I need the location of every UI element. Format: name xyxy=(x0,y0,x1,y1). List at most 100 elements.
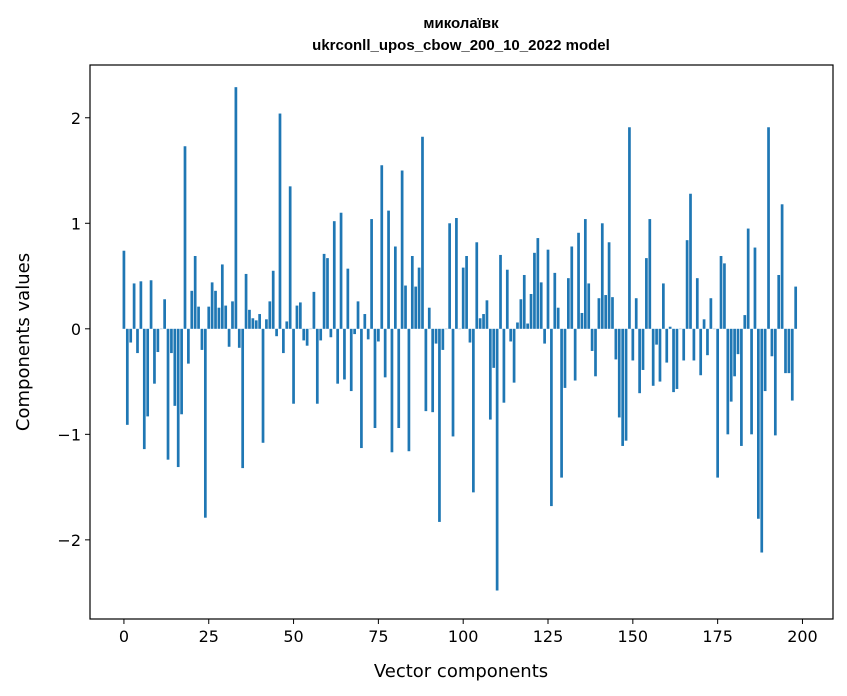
bar xyxy=(468,328,472,343)
bar xyxy=(736,328,740,355)
bar xyxy=(417,267,421,329)
bar xyxy=(658,328,662,382)
bar xyxy=(241,328,245,469)
bar xyxy=(393,246,397,329)
bar xyxy=(590,328,594,351)
bar xyxy=(573,328,577,381)
bar xyxy=(234,87,238,329)
bar xyxy=(312,291,316,329)
bar xyxy=(261,328,265,443)
bar xyxy=(668,326,672,329)
bar xyxy=(122,250,126,329)
bar xyxy=(556,307,560,329)
plot-frame xyxy=(89,64,834,620)
bar xyxy=(166,328,170,460)
x-tick-label: 75 xyxy=(368,627,388,646)
bar xyxy=(743,315,747,329)
bar xyxy=(360,328,363,449)
bar xyxy=(142,328,146,450)
bar xyxy=(495,328,499,591)
bar xyxy=(380,165,384,329)
x-tick-label: 175 xyxy=(702,627,733,646)
bar xyxy=(461,267,465,329)
bar xyxy=(706,328,709,356)
bar xyxy=(383,328,387,378)
bar xyxy=(560,328,563,478)
bar xyxy=(662,283,665,329)
y-tick-label: 1 xyxy=(71,214,81,233)
bar xyxy=(509,328,513,342)
bar xyxy=(594,328,597,377)
bar xyxy=(455,218,458,329)
bar xyxy=(784,328,787,374)
bar xyxy=(207,306,211,329)
bar xyxy=(268,301,272,329)
bar xyxy=(695,278,699,329)
x-axis-label: Vector components xyxy=(374,661,548,682)
bar xyxy=(750,328,753,435)
bar xyxy=(628,127,631,329)
bar xyxy=(397,328,401,428)
chart-title: миколаївк xyxy=(423,15,499,32)
bar xyxy=(200,328,204,350)
bar xyxy=(332,221,336,329)
x-tick-label: 0 xyxy=(119,627,129,646)
bar xyxy=(387,210,390,329)
bar xyxy=(414,286,418,329)
bar xyxy=(533,252,536,329)
bar xyxy=(173,328,177,406)
bar xyxy=(434,328,438,344)
x-tick-label: 150 xyxy=(618,627,649,646)
chart-subtitle: ukrconll_upos_cbow_200_10_2022 model xyxy=(312,37,610,54)
bar xyxy=(794,286,798,329)
bar xyxy=(356,301,360,329)
bar xyxy=(583,219,587,329)
bar xyxy=(441,328,445,350)
bar xyxy=(604,295,608,329)
bar xyxy=(685,240,689,329)
bar xyxy=(125,328,129,425)
bar xyxy=(370,219,373,329)
bar xyxy=(224,305,228,329)
bar xyxy=(482,314,485,329)
x-tick-label: 50 xyxy=(283,627,303,646)
bar xyxy=(651,328,655,386)
bar xyxy=(254,320,258,329)
bars-group xyxy=(122,87,798,591)
bar xyxy=(285,321,289,329)
bar xyxy=(597,298,601,329)
bar xyxy=(132,283,136,329)
bar xyxy=(149,280,153,329)
bar xyxy=(146,328,150,417)
bar xyxy=(563,328,567,388)
x-tick-label: 200 xyxy=(787,627,818,646)
bar xyxy=(438,328,441,522)
bar xyxy=(634,298,638,329)
bar xyxy=(170,328,173,354)
bar xyxy=(258,314,261,329)
bar xyxy=(400,170,404,329)
bar xyxy=(675,328,679,389)
bar xyxy=(767,127,770,329)
bar xyxy=(777,274,781,329)
bar xyxy=(472,328,475,493)
bar xyxy=(522,274,526,329)
bar xyxy=(176,328,180,468)
bar xyxy=(757,328,760,519)
bar xyxy=(424,328,428,412)
bar xyxy=(499,254,502,329)
bar xyxy=(465,256,468,329)
bar xyxy=(709,298,713,329)
bar xyxy=(183,146,187,329)
bar xyxy=(723,263,726,329)
bar xyxy=(298,302,302,329)
bar xyxy=(336,328,340,384)
bar xyxy=(292,328,295,404)
bar xyxy=(546,249,550,329)
bar xyxy=(567,278,570,329)
bar xyxy=(153,328,156,384)
bar xyxy=(543,328,546,344)
bar xyxy=(288,186,292,329)
bar xyxy=(505,269,509,329)
